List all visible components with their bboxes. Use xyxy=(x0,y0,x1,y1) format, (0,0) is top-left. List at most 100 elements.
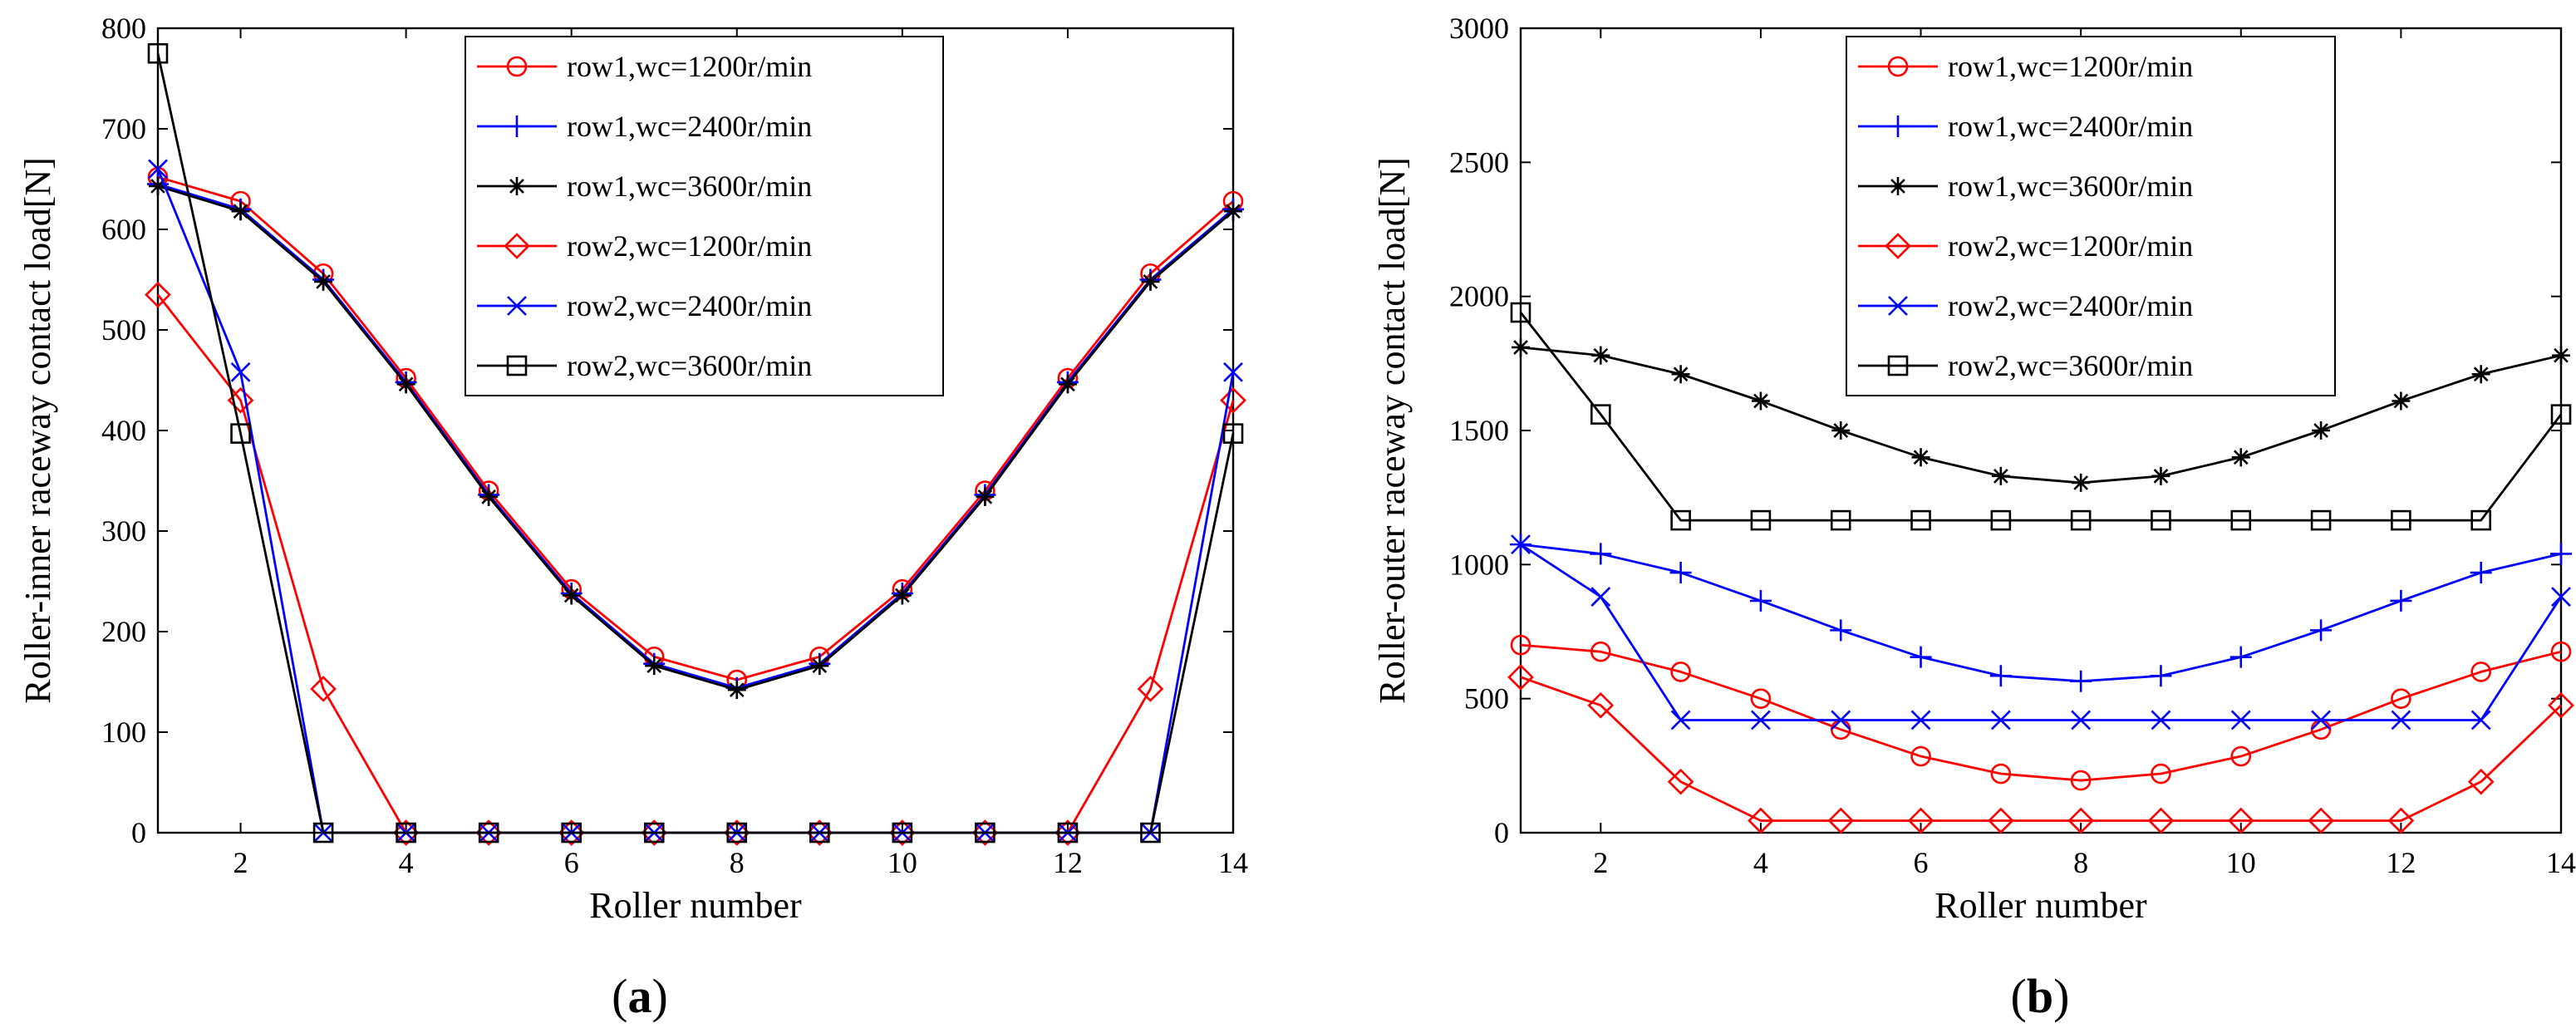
panel-label-close: ) xyxy=(652,969,668,1023)
legend-entry: row2,wc=1200r/min xyxy=(567,229,812,263)
data-point xyxy=(1590,543,1612,565)
data-point xyxy=(392,819,420,846)
data-point xyxy=(2551,587,2571,607)
data-point xyxy=(1990,710,2011,730)
data-point xyxy=(810,657,829,676)
data-point xyxy=(2390,589,2412,612)
data-point xyxy=(1137,676,1164,702)
legend-box xyxy=(465,36,944,396)
legend-entry: row2,wc=3600r/min xyxy=(567,349,812,382)
legend-marker xyxy=(508,177,526,195)
data-point xyxy=(314,272,333,291)
y-tick-label: 0 xyxy=(131,816,146,849)
data-point xyxy=(2470,562,2492,584)
data-point xyxy=(2151,763,2171,785)
x-tick-label: 6 xyxy=(564,846,579,879)
data-point xyxy=(1054,819,1081,846)
data-point xyxy=(396,375,415,394)
data-point xyxy=(148,159,168,180)
data-point xyxy=(1670,710,1691,730)
panel-b: 0 500 1000 1500 2000 2500 3000 2 4 6 8 10 12 14 Roller… xyxy=(1372,12,2576,1023)
legend-entry: row1,wc=2400r/min xyxy=(1948,110,2193,143)
data-point xyxy=(1511,534,1531,555)
data-point xyxy=(2067,807,2094,834)
y-tick-label: 2500 xyxy=(1449,145,1509,179)
data-point xyxy=(2151,466,2170,485)
series-line xyxy=(1520,643,2562,782)
data-point xyxy=(726,822,748,844)
data-point xyxy=(2230,745,2252,767)
legend-entry: row1,wc=3600r/min xyxy=(1948,170,2193,203)
data-point xyxy=(1220,386,1246,414)
legend-entry: row2,wc=3600r/min xyxy=(1948,349,2193,382)
legend-entry: row2,wc=1200r/min xyxy=(1948,229,2193,263)
legend-entry: row2,wc=2400r/min xyxy=(1948,289,2193,322)
data-point xyxy=(723,819,750,846)
x-tick-label: 6 xyxy=(1914,846,1929,879)
legend-marker xyxy=(1885,233,1911,259)
data-point xyxy=(2312,421,2331,440)
data-point xyxy=(2150,665,2172,687)
y-tick-label: 200 xyxy=(101,615,146,648)
x-tick-label: 12 xyxy=(1053,846,1083,879)
data-point xyxy=(1831,421,1851,440)
data-point xyxy=(1910,710,1931,730)
data-point xyxy=(2229,646,2252,668)
data-point xyxy=(2070,770,2092,791)
data-point xyxy=(2387,807,2415,834)
data-point xyxy=(2147,807,2175,834)
data-point xyxy=(975,822,995,844)
data-point xyxy=(2151,509,2171,531)
x-tick-label: 14 xyxy=(2546,846,2576,879)
data-point xyxy=(1507,664,1534,691)
data-point xyxy=(310,676,337,702)
data-point xyxy=(1831,710,1851,730)
y-tick-label: 300 xyxy=(101,514,146,548)
data-point xyxy=(1670,662,1691,682)
data-point xyxy=(1223,362,1243,382)
data-point xyxy=(643,822,665,844)
data-point xyxy=(475,819,502,846)
data-point xyxy=(1058,375,1077,394)
panel-label: (a) xyxy=(612,969,668,1023)
data-point xyxy=(2470,662,2491,682)
data-point xyxy=(1991,466,2010,485)
x-axis-label: Roller number xyxy=(1934,885,2147,926)
data-point xyxy=(2227,807,2254,834)
data-point xyxy=(2550,641,2572,662)
data-point xyxy=(1911,448,1930,467)
legend-marker xyxy=(507,296,527,316)
series-line xyxy=(1520,346,2562,485)
data-point xyxy=(1749,589,1772,612)
data-point xyxy=(1591,346,1610,365)
data-point xyxy=(1910,646,1932,668)
y-tick-label: 0 xyxy=(1494,816,1509,849)
x-tick-label: 4 xyxy=(399,846,414,879)
data-point xyxy=(2151,710,2171,730)
data-point xyxy=(1224,202,1242,221)
panel-label-open: ( xyxy=(612,969,627,1023)
data-point xyxy=(1510,634,1531,656)
series-line xyxy=(1519,312,2563,522)
series-6 xyxy=(1510,302,2572,531)
data-point xyxy=(806,819,833,846)
data-point xyxy=(1590,641,1611,662)
legend-marker xyxy=(1888,296,1908,316)
data-point xyxy=(1587,691,1615,719)
data-point xyxy=(1141,272,1160,291)
data-point xyxy=(230,362,251,382)
data-point xyxy=(2550,404,2572,425)
data-point xyxy=(1750,688,1772,709)
x-axis-label: Roller number xyxy=(589,885,802,926)
legend-marker xyxy=(506,56,528,77)
data-point xyxy=(1751,710,1771,730)
legend-entry: row1,wc=2400r/min xyxy=(567,110,812,143)
data-point xyxy=(1510,302,1531,323)
data-point xyxy=(1907,807,1934,834)
series-5 xyxy=(1511,534,2571,730)
data-point xyxy=(478,822,499,844)
series-line xyxy=(1520,543,2562,683)
data-point xyxy=(1057,822,1079,844)
data-point xyxy=(2072,473,2091,492)
series-line xyxy=(156,52,1235,834)
